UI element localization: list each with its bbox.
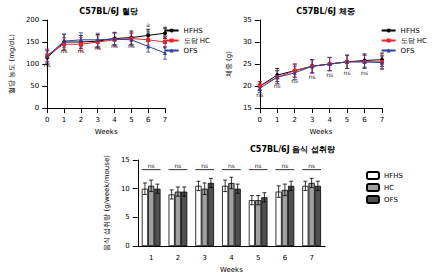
svg-text:ns: ns (256, 91, 263, 98)
svg-text:35: 35 (243, 16, 252, 24)
svg-text:음식 섭취량 (g/week/mouse): 음식 섭취량 (g/week/mouse) (103, 155, 111, 251)
svg-text:6: 6 (146, 116, 151, 124)
svg-text:Weeks: Weeks (220, 266, 243, 274)
svg-text:ns: ns (128, 42, 135, 49)
svg-text:200: 200 (26, 16, 39, 24)
svg-text:1: 1 (62, 116, 66, 124)
svg-text:5: 5 (256, 254, 260, 262)
svg-text:3: 3 (202, 254, 206, 262)
svg-text:10: 10 (121, 185, 130, 193)
svg-text:HFHS: HFHS (184, 27, 204, 35)
svg-text:ns: ns (77, 47, 84, 54)
svg-text:C57BL/6J 체중: C57BL/6J 체중 (296, 7, 354, 16)
svg-text:0: 0 (45, 116, 49, 124)
svg-text:도담 HC: 도담 HC (401, 37, 427, 45)
svg-text:2: 2 (79, 116, 83, 124)
svg-text:ns: ns (255, 162, 262, 169)
svg-text:b: b (163, 32, 167, 39)
svg-text:30: 30 (243, 38, 252, 46)
svg-text:ns: ns (291, 77, 298, 84)
svg-text:4: 4 (229, 254, 234, 262)
svg-text:15: 15 (243, 104, 252, 112)
svg-text:3: 3 (310, 116, 314, 124)
svg-text:5: 5 (345, 116, 349, 124)
svg-text:5: 5 (129, 116, 133, 124)
svg-text:ns: ns (111, 42, 118, 49)
svg-text:0: 0 (35, 104, 39, 112)
svg-text:50: 50 (30, 82, 39, 90)
svg-text:7: 7 (163, 116, 167, 124)
svg-text:OFS: OFS (401, 47, 415, 55)
svg-text:혈당 농도 (mg/dL): 혈당 농도 (mg/dL) (8, 34, 16, 94)
svg-text:5: 5 (125, 213, 129, 221)
svg-text:a: a (163, 23, 167, 30)
svg-text:0: 0 (125, 242, 129, 250)
svg-text:ns: ns (174, 162, 181, 169)
svg-text:15: 15 (121, 156, 130, 164)
svg-text:0: 0 (258, 116, 262, 124)
svg-text:ns: ns (201, 162, 208, 169)
svg-text:OFS: OFS (184, 47, 198, 55)
svg-text:150: 150 (26, 38, 39, 46)
svg-text:HFHS: HFHS (384, 172, 404, 180)
svg-text:7: 7 (380, 116, 384, 124)
svg-text:25: 25 (243, 60, 252, 68)
svg-text:ns: ns (308, 162, 315, 169)
svg-text:체중 (g): 체중 (g) (225, 51, 233, 77)
svg-text:1: 1 (149, 254, 153, 262)
svg-text:C57BL/6J 음식 섭취량: C57BL/6J 음식 섭취량 (250, 145, 335, 154)
svg-text:HC: HC (384, 184, 394, 192)
svg-text:ns: ns (61, 47, 68, 54)
svg-text:ns: ns (228, 162, 235, 169)
svg-text:6: 6 (362, 116, 367, 124)
svg-text:3: 3 (95, 116, 99, 124)
svg-text:2: 2 (292, 116, 296, 124)
svg-text:b: b (146, 28, 150, 35)
svg-text:도담 HC: 도담 HC (184, 37, 210, 45)
svg-text:ns: ns (44, 61, 51, 68)
svg-text:100: 100 (26, 60, 39, 68)
svg-text:4: 4 (112, 116, 117, 124)
svg-text:6: 6 (283, 254, 288, 262)
svg-text:2: 2 (176, 254, 180, 262)
svg-text:HFHS: HFHS (401, 27, 421, 35)
svg-text:ns: ns (326, 71, 333, 78)
svg-text:C57BL/6J 혈당: C57BL/6J 혈당 (79, 7, 137, 16)
svg-text:ns: ns (94, 44, 101, 51)
svg-text:20: 20 (243, 82, 252, 90)
svg-text:7: 7 (309, 254, 313, 262)
svg-text:ns: ns (274, 82, 281, 89)
svg-text:Weeks: Weeks (309, 128, 332, 136)
svg-text:ns: ns (281, 162, 288, 169)
svg-text:OFS: OFS (384, 196, 398, 204)
svg-text:ns: ns (309, 73, 316, 80)
svg-text:ns: ns (344, 69, 351, 76)
svg-text:c: c (163, 43, 166, 50)
svg-text:ns: ns (148, 162, 155, 169)
svg-text:a: a (146, 21, 150, 29)
svg-text:4: 4 (327, 116, 332, 124)
svg-text:1: 1 (275, 116, 279, 124)
svg-text:Weeks: Weeks (95, 128, 118, 136)
svg-text:ns: ns (361, 69, 368, 76)
